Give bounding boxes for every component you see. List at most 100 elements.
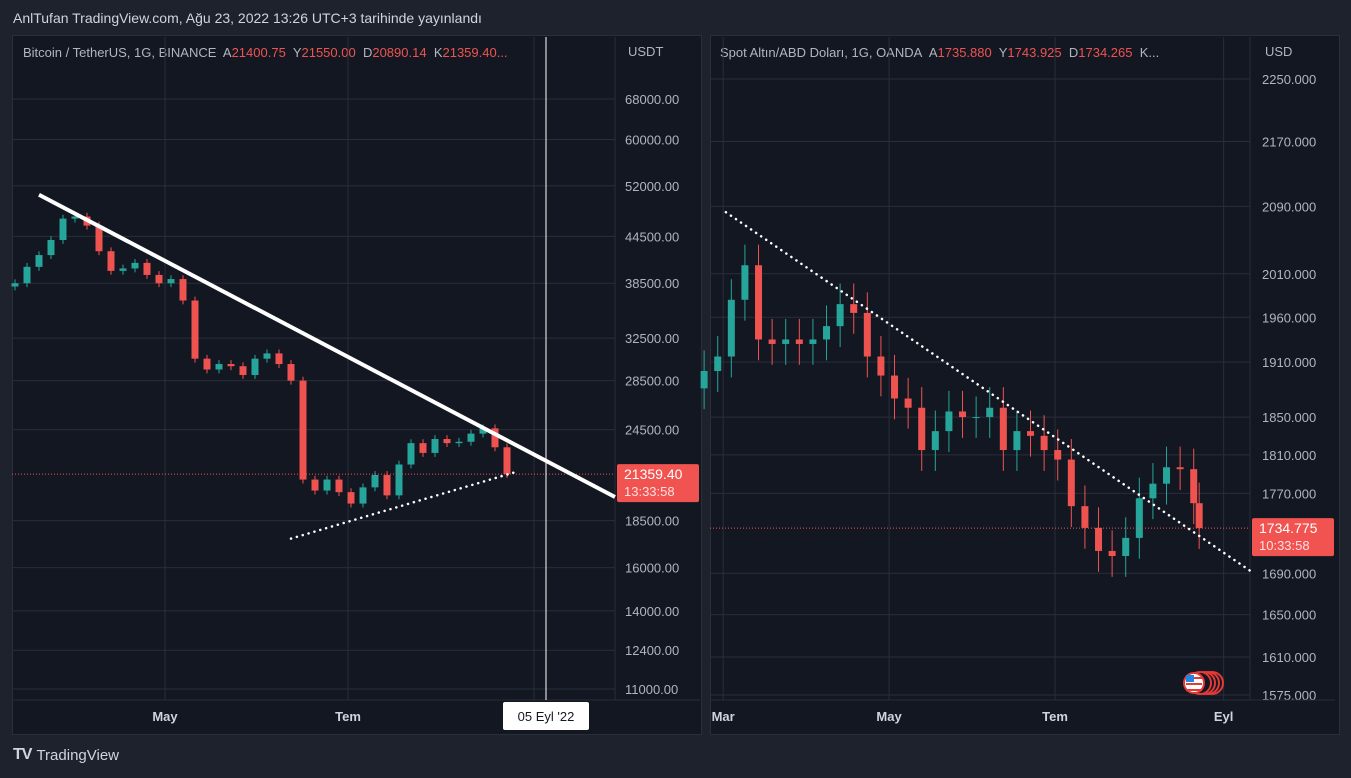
candle — [1163, 467, 1171, 484]
last-price-value: 21359.40 — [624, 466, 683, 482]
candle — [714, 356, 722, 372]
y-tick-label: 1610.000 — [1262, 650, 1316, 665]
trendline-dotted — [289, 470, 518, 540]
y-tick-label: 11000.00 — [625, 682, 678, 697]
x-tick-label: Eyl — [1214, 709, 1234, 724]
y-tick-label: 1960.000 — [1262, 310, 1316, 325]
high-label: Y — [998, 45, 1008, 60]
candle — [107, 251, 115, 271]
x-tick-label: May — [152, 709, 178, 724]
candle — [836, 304, 844, 327]
y-tick-label: 24500.00 — [625, 423, 679, 438]
y-tick-label: 52000.00 — [625, 179, 679, 194]
x-tick-label: Mar — [712, 709, 735, 724]
low-value: 20890.14 — [372, 45, 427, 60]
high-label: Y — [292, 45, 302, 60]
candle — [972, 417, 980, 419]
candle — [359, 487, 367, 504]
candle — [959, 411, 967, 418]
candle — [1108, 550, 1116, 557]
flag-canton — [1186, 675, 1194, 682]
close-label: K — [433, 45, 443, 60]
candle — [11, 283, 19, 287]
candle — [1013, 431, 1021, 451]
y-tick-label: 32500.00 — [625, 331, 679, 346]
y-tick-label: 28500.00 — [625, 374, 679, 389]
y-tick-label: 14000.00 — [625, 604, 679, 619]
tradingview-logo-icon: TV — [13, 746, 32, 763]
bar-countdown: 10:33:58 — [1259, 538, 1310, 553]
candle — [823, 326, 831, 340]
candle — [891, 375, 899, 399]
candle — [443, 439, 451, 444]
btc-legend: Bitcoin / TetherUS, 1G, BINANCE A21400.7… — [23, 45, 508, 60]
candle — [491, 428, 499, 448]
candle — [727, 299, 735, 357]
close-label: K... — [1139, 45, 1160, 60]
flag-stripe — [1186, 683, 1202, 685]
candle — [131, 262, 139, 269]
y-tick-label: 12400.00 — [625, 643, 679, 658]
candle — [467, 433, 475, 442]
candle — [143, 262, 151, 275]
y-tick-label: 18500.00 — [625, 514, 679, 529]
crosshair-date-label: 05 Eyl '22 — [518, 709, 575, 724]
candle — [863, 312, 871, 357]
candle — [1149, 483, 1157, 499]
trendline-solid — [38, 192, 616, 499]
btc-symbol: Bitcoin / TetherUS, 1G, BINANCE — [23, 45, 217, 60]
open-label: A — [928, 45, 938, 60]
candle — [263, 353, 271, 359]
candle — [877, 356, 885, 376]
candle — [1135, 498, 1143, 538]
flag-stripe — [1186, 689, 1202, 691]
candle — [945, 411, 953, 432]
candle — [47, 239, 55, 256]
candle — [299, 380, 307, 480]
y-tick-label: 1910.000 — [1262, 355, 1316, 370]
candle — [167, 279, 175, 284]
candle — [741, 265, 749, 300]
candle — [1054, 450, 1062, 460]
currency-label: USD — [1265, 44, 1292, 59]
candle — [59, 218, 67, 240]
candle — [251, 358, 259, 376]
candle — [1095, 527, 1103, 551]
candle — [395, 464, 403, 496]
candle — [1190, 469, 1198, 504]
y-tick-label: 2090.000 — [1262, 199, 1316, 214]
candle — [407, 443, 415, 465]
last-price-badge — [617, 464, 699, 503]
low-label: D — [362, 45, 373, 60]
gold-chart-pane[interactable] — [710, 35, 1340, 735]
y-tick-label: 44500.00 — [625, 229, 679, 244]
y-tick-label: 1850.000 — [1262, 410, 1316, 425]
low-label: D — [1068, 45, 1079, 60]
candle — [986, 407, 994, 418]
candle — [275, 353, 283, 365]
candle — [931, 431, 939, 451]
y-tick-label: 2250.000 — [1262, 72, 1316, 87]
candle — [1067, 459, 1075, 507]
candle — [999, 407, 1007, 451]
y-tick-label: 1810.000 — [1262, 448, 1316, 463]
trendline-dotted — [724, 210, 1253, 573]
candle — [155, 274, 163, 284]
candle — [918, 407, 926, 451]
candle — [383, 474, 391, 496]
y-tick-label: 2010.000 — [1262, 267, 1316, 282]
candle — [1027, 431, 1035, 436]
candle — [1122, 537, 1130, 557]
currency-label: USDT — [628, 44, 663, 59]
bar-countdown: 13:33:58 — [624, 484, 675, 499]
candle — [335, 479, 343, 493]
y-tick-label: 16000.00 — [625, 561, 679, 576]
candle — [191, 300, 199, 359]
open-value: 21400.75 — [231, 45, 286, 60]
candle — [503, 447, 511, 475]
candle — [23, 266, 31, 284]
candle — [904, 398, 912, 408]
footer-brand: TV TradingView — [13, 746, 119, 764]
footer-label: TradingView — [36, 746, 119, 764]
